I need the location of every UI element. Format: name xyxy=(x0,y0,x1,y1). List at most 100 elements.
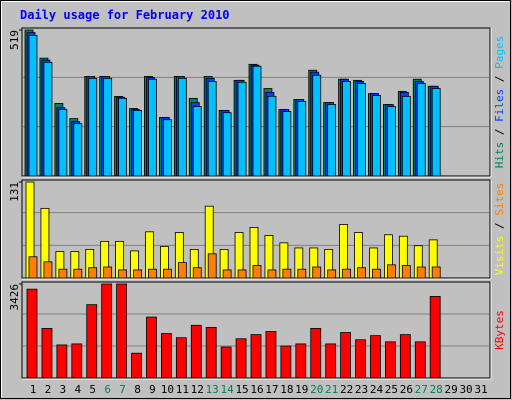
bar xyxy=(58,109,68,177)
x-tick-label: 26 xyxy=(400,383,413,396)
x-tick-label: 23 xyxy=(355,383,368,396)
y-tick-label: 519 xyxy=(8,30,21,50)
x-tick-label: 5 xyxy=(89,383,96,396)
bar xyxy=(175,337,187,379)
legend-entry: KBytes xyxy=(493,310,506,350)
bar xyxy=(340,332,352,379)
separator: / xyxy=(493,69,506,89)
bar xyxy=(237,269,247,279)
x-tick-label: 31 xyxy=(474,383,487,396)
bar xyxy=(73,123,83,177)
bar xyxy=(265,331,277,379)
bar xyxy=(162,119,172,177)
bar xyxy=(282,111,292,177)
legend-entry: Sites xyxy=(493,183,506,216)
bar xyxy=(222,269,232,279)
x-tick-label: 15 xyxy=(235,383,248,396)
x-tick-label: 14 xyxy=(221,383,235,396)
x-tick-label: 22 xyxy=(340,383,353,396)
bar xyxy=(133,269,142,279)
bar xyxy=(43,261,53,279)
x-tick-label: 28 xyxy=(430,383,443,396)
bar xyxy=(384,341,396,379)
x-tick-label: 1 xyxy=(30,383,37,396)
bar xyxy=(103,266,113,279)
x-tick-label: 18 xyxy=(280,383,293,396)
bar xyxy=(297,268,307,279)
x-tick-label: 21 xyxy=(325,383,338,396)
bar xyxy=(88,267,98,279)
bar xyxy=(312,74,322,177)
legend-entry: Visits xyxy=(493,236,506,276)
x-tick-label: 10 xyxy=(161,383,174,396)
bar xyxy=(401,265,411,279)
bar xyxy=(118,269,127,279)
bar xyxy=(146,316,157,379)
bar xyxy=(431,88,441,177)
axis-label: Hits / Files / Pages xyxy=(493,36,506,169)
bar xyxy=(88,77,98,177)
chart-title: Daily usage for February 2010 xyxy=(20,8,230,22)
bar xyxy=(101,283,113,379)
bar xyxy=(43,61,53,177)
bar xyxy=(58,268,68,279)
bar xyxy=(431,266,441,279)
bar xyxy=(235,338,247,379)
bar xyxy=(28,256,38,279)
bar xyxy=(342,81,352,177)
bar xyxy=(131,352,142,379)
bar xyxy=(177,77,187,177)
bar xyxy=(416,83,426,177)
bar xyxy=(56,344,68,379)
bar xyxy=(252,265,262,279)
x-tick-label: 17 xyxy=(265,383,278,396)
x-tick-label: 6 xyxy=(104,383,111,396)
bar xyxy=(386,264,396,279)
bar xyxy=(372,268,381,279)
x-tick-label: 16 xyxy=(250,383,263,396)
x-tick-label: 30 xyxy=(459,383,472,396)
x-tick-label: 24 xyxy=(370,383,384,396)
bar xyxy=(71,343,83,379)
bar xyxy=(116,283,127,379)
bar xyxy=(220,346,232,379)
x-tick-label: 11 xyxy=(176,383,189,396)
bar xyxy=(357,83,366,177)
bar xyxy=(207,253,217,279)
bar xyxy=(327,104,337,177)
bar xyxy=(312,266,322,279)
bar xyxy=(267,95,277,177)
legend-entry: Pages xyxy=(493,36,506,69)
x-tick-label: 7 xyxy=(119,383,126,396)
x-tick-label: 9 xyxy=(149,383,156,396)
bar xyxy=(73,268,83,279)
bar xyxy=(205,326,217,379)
bar xyxy=(190,324,202,379)
bar xyxy=(355,339,366,379)
bar xyxy=(310,328,322,379)
x-tick-label: 13 xyxy=(206,383,219,396)
separator: / xyxy=(493,122,506,142)
bar xyxy=(192,267,202,279)
bar xyxy=(222,112,232,177)
legend-entry: Files xyxy=(493,89,506,122)
x-tick-label: 3 xyxy=(60,383,67,396)
legend-entry: Hits xyxy=(493,142,506,169)
y-tick-label: 131 xyxy=(8,182,21,202)
bar xyxy=(357,267,366,279)
bar xyxy=(280,345,292,379)
bar xyxy=(250,334,262,379)
axis-label: Visits / Sites xyxy=(493,183,506,276)
y-tick-label: 3426 xyxy=(8,284,21,311)
x-tick-label: 19 xyxy=(295,383,308,396)
bar xyxy=(26,288,38,379)
bar xyxy=(237,81,247,177)
x-tick-label: 4 xyxy=(74,383,81,396)
x-tick-label: 12 xyxy=(191,383,204,396)
x-tick-label: 29 xyxy=(445,383,458,396)
x-tick-label: 27 xyxy=(415,383,428,396)
bar xyxy=(372,95,381,177)
bar xyxy=(160,333,172,379)
